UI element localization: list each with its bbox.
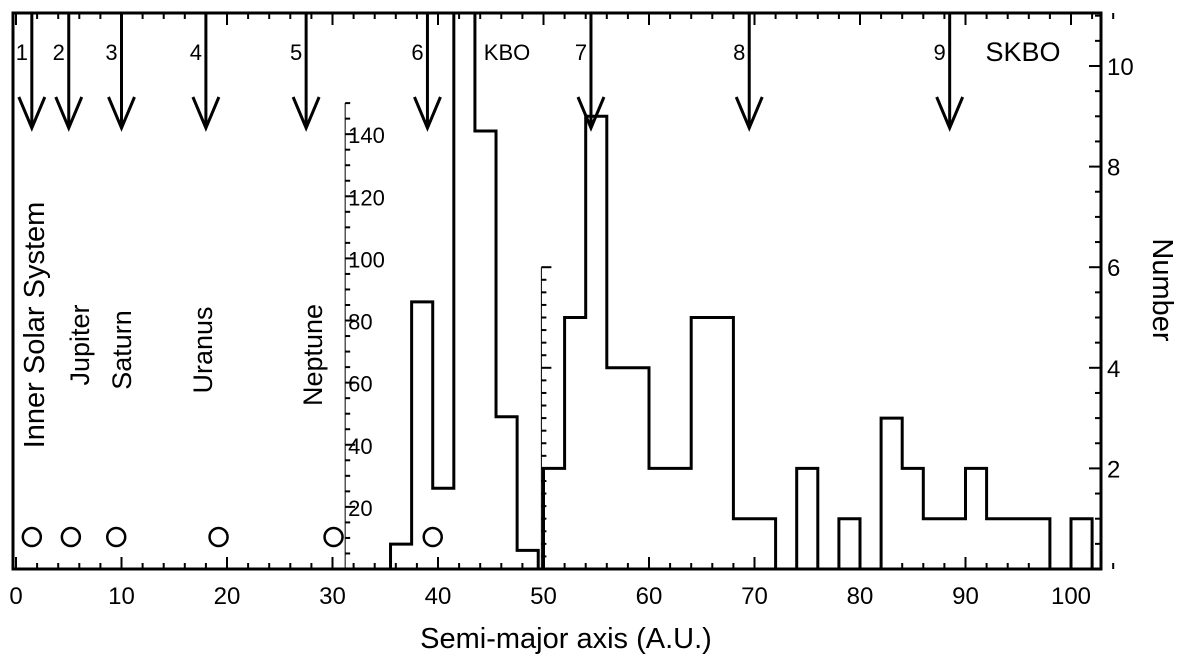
planet-marker [60,526,82,548]
planet-label: Jupiter [65,304,95,385]
arrow-head [413,96,442,132]
plot-frame [11,11,1103,571]
arrow-head [734,96,764,132]
planet-label: Saturn [107,310,137,390]
planet-label: Neptune [298,304,328,406]
inner-axis: 20 40 60 80 100 120 140 [344,102,385,570]
arrow-label: 2 [53,40,65,65]
inner-tick-label: 120 [348,185,385,210]
inner-tick-label: 40 [348,434,372,459]
inner-tick-label: 20 [348,496,372,521]
x-tick-label: 100 [1051,583,1091,610]
arrow-label: 7 [575,40,587,65]
x-tick-label: 40 [425,583,452,610]
x-tick-label: 0 [9,583,22,610]
region-label-skbo: SKBO [985,37,1060,67]
y-tick-label: 6 [1107,255,1120,282]
skbo-histogram [542,114,1094,571]
arrow-head [576,96,606,132]
arrow-head [17,96,47,132]
inner-tick-label: 140 [348,123,385,148]
y-axis-label: Number [1146,238,1178,341]
planet-marker [422,526,443,548]
skbo-bar [542,114,1094,571]
planet-marker [21,526,43,548]
arrow-label: 8 [733,40,745,65]
x-tick-label: 90 [952,583,979,610]
x-axis-label: Semi-major axis (A.U.) [420,623,712,655]
y-tick-label: 4 [1107,356,1120,383]
y-tick-label: 2 [1107,456,1120,483]
arrow-label: 4 [190,40,202,65]
arrow-label: 3 [105,40,117,65]
inner-tick-label: 100 [348,247,385,272]
arrow-label: 6 [411,40,423,65]
inner-tick-label: 60 [348,372,372,397]
x-tick-label: 80 [847,583,874,610]
arrow-label: 9 [934,40,946,65]
planet-marker [208,526,229,548]
x-tick-label: 10 [108,583,135,610]
planet-label: Uranus [188,306,218,393]
planet-marker [323,526,344,548]
arrow-head [291,96,321,132]
arrow-label: 5 [290,40,302,65]
x-tick-label: 50 [530,583,557,610]
region-label-kbo: KBO [484,40,530,65]
planet-markers [21,526,443,548]
inner-tick-label: 80 [348,310,372,335]
x-tick-label: 70 [741,583,768,610]
planet-marker [105,526,127,548]
planet-label: Inner Solar System [19,202,51,449]
arrow-head [54,96,84,132]
kbo-histogram [389,11,540,569]
tick-labels: 0 10 20 30 40 50 60 70 80 90 100 2 4 6 8 10 [9,54,1133,610]
arrow-label: 1 [16,40,28,65]
x-tick-label: 60 [636,583,663,610]
axes [11,11,1115,571]
x-tick-label: 30 [319,583,346,610]
arrow-head [191,96,221,132]
y-tick-label: 8 [1107,155,1120,182]
planet-labels: Inner Solar System Jupiter Saturn Uranus Nep… [19,202,328,449]
arrow-head [107,96,136,132]
kbo-bar [389,11,540,569]
arrow-head [935,96,965,132]
y-tick-label: 10 [1107,54,1134,81]
x-tick-label: 20 [214,583,241,610]
